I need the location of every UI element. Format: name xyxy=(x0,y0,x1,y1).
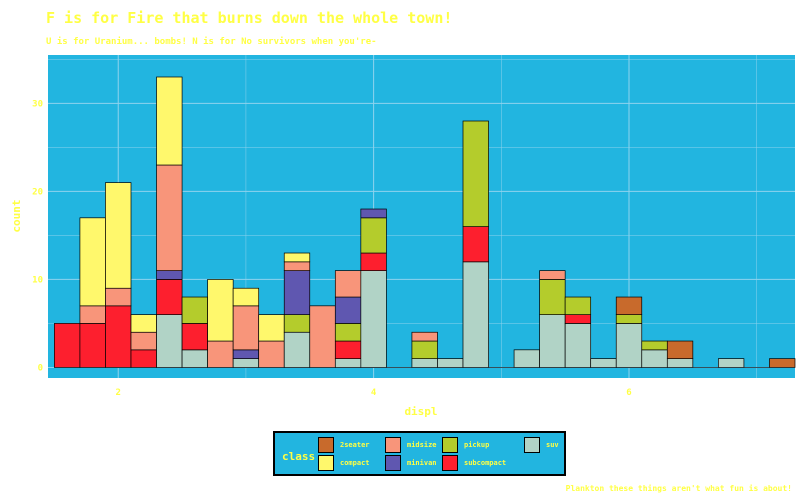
bar-subcompact-5.6 xyxy=(564,314,592,324)
bar-subcompact-1.8 xyxy=(79,323,106,368)
y-tick-label: 30 xyxy=(32,99,43,109)
bar-suv-5.8 xyxy=(590,358,617,368)
x-tick-label: 4 xyxy=(371,388,377,398)
bar-midsize-4.4 xyxy=(411,331,438,342)
bar-subcompact-2 xyxy=(105,305,132,368)
bar-minivan-3.8 xyxy=(334,296,362,324)
bar-suv-3 xyxy=(232,358,260,368)
bar-compact-2 xyxy=(105,182,132,289)
legend-label-suv: suv xyxy=(546,441,559,449)
bar-midsize-3.2 xyxy=(258,340,285,368)
bar-subcompact-2.2 xyxy=(130,349,157,368)
bar-minivan-3.4 xyxy=(283,270,311,315)
legend-label-pickup: pickup xyxy=(464,441,490,449)
legend-title: class xyxy=(282,450,316,463)
bar-suv-4.6 xyxy=(437,358,464,368)
bar-subcompact-2.4 xyxy=(156,279,183,315)
bar-suv-6.8 xyxy=(718,358,745,368)
bar-suv-6 xyxy=(615,323,643,368)
bar-compact-1.8 xyxy=(79,217,106,307)
bar-minivan-4 xyxy=(360,208,387,219)
bar-suv-6.4 xyxy=(666,358,694,368)
bar-compact-2.8 xyxy=(207,279,234,342)
legend-key-subcompact xyxy=(442,455,458,471)
bar-midsize-2.2 xyxy=(130,331,157,351)
bar-suv-3.8 xyxy=(334,358,362,368)
legend-label-subcompact: subcompact xyxy=(464,459,507,467)
x-tick-label: 2 xyxy=(116,388,121,398)
y-axis-label: count xyxy=(10,199,23,232)
tick-labels: 2 4 6 0 10 20 30 xyxy=(32,99,632,398)
bar-midsize-5.4 xyxy=(539,270,566,280)
y-tick-label: 20 xyxy=(32,187,43,197)
bar-compact-2.4 xyxy=(156,76,183,166)
bar-midsize-2.4 xyxy=(156,164,183,271)
bar-suv-4.8 xyxy=(462,261,489,368)
bar-suv-2.4 xyxy=(156,314,183,368)
legend: class 2seater compact midsize minivan pickup… xyxy=(273,431,566,476)
bar-subcompact-1.6 xyxy=(54,323,81,368)
bar-pickup-3.4 xyxy=(283,314,311,333)
legend-key-2seater xyxy=(318,437,334,453)
y-tick-label: 0 xyxy=(38,363,43,373)
y-tick-label: 10 xyxy=(32,275,43,285)
bar-minivan-3 xyxy=(232,349,260,359)
bar-pickup-6.2 xyxy=(641,340,668,351)
bar-suv-2.6 xyxy=(181,349,208,368)
bar-compact-3 xyxy=(232,287,260,307)
legend-label-compact: compact xyxy=(340,459,370,467)
bar-pickup-3.8 xyxy=(334,323,362,342)
bar-compact-2.2 xyxy=(130,314,157,333)
bar-compact-3.2 xyxy=(258,314,285,342)
bar-midsize-2 xyxy=(105,287,132,307)
bar-pickup-5.6 xyxy=(564,296,592,315)
bar-2seater-6 xyxy=(615,296,643,315)
bar-suv-5.6 xyxy=(564,323,592,368)
chart-title: F is for Fire that burns down the whole … xyxy=(46,9,453,27)
legend-key-midsize xyxy=(385,437,401,453)
legend-key-suv xyxy=(524,437,540,453)
bar-pickup-4 xyxy=(360,217,387,254)
bar-suv-6.2 xyxy=(641,349,668,368)
bar-pickup-4.4 xyxy=(411,340,438,359)
bar-midsize-1.8 xyxy=(79,305,106,324)
x-axis-label: displ xyxy=(404,405,437,418)
bar-suv-4.4 xyxy=(411,358,438,368)
legend-key-compact xyxy=(318,455,334,471)
legend-label-midsize: midsize xyxy=(407,441,437,449)
bar-suv-5.4 xyxy=(539,314,566,368)
bar-2seater-7.2 xyxy=(769,358,796,368)
chart-caption: Plankton these things aren't what fun is… xyxy=(565,484,792,493)
bar-pickup-6 xyxy=(615,314,643,324)
bar-minivan-2.4 xyxy=(156,270,183,280)
bar-midsize-3.4 xyxy=(283,261,311,271)
bar-pickup-2.6 xyxy=(181,296,208,324)
bar-pickup-4.8 xyxy=(462,120,489,227)
bar-suv-4 xyxy=(360,270,387,368)
legend-label-minivan: minivan xyxy=(407,459,437,467)
bar-midsize-3.8 xyxy=(334,270,362,298)
bar-midsize-3 xyxy=(232,305,260,351)
legend-key-minivan xyxy=(385,455,401,471)
bar-midsize-3.6 xyxy=(309,305,336,368)
bar-2seater-6.4 xyxy=(666,340,694,359)
bar-subcompact-4 xyxy=(360,252,387,271)
bar-pickup-5.4 xyxy=(539,279,566,315)
bar-subcompact-4.8 xyxy=(462,226,489,263)
chart-subtitle: U is for Uranium... bombs! N is for No s… xyxy=(46,37,377,47)
bar-subcompact-2.6 xyxy=(181,323,208,351)
bar-layer xyxy=(54,76,796,368)
bar-compact-3.4 xyxy=(283,252,311,263)
bar-subcompact-3.8 xyxy=(334,340,362,359)
bar-suv-5.2 xyxy=(513,349,540,368)
x-tick-label: 6 xyxy=(626,388,631,398)
bar-midsize-2.8 xyxy=(207,340,234,368)
legend-key-pickup xyxy=(442,437,458,453)
bar-suv-3.4 xyxy=(283,331,311,368)
legend-label-2seater: 2seater xyxy=(340,441,370,449)
